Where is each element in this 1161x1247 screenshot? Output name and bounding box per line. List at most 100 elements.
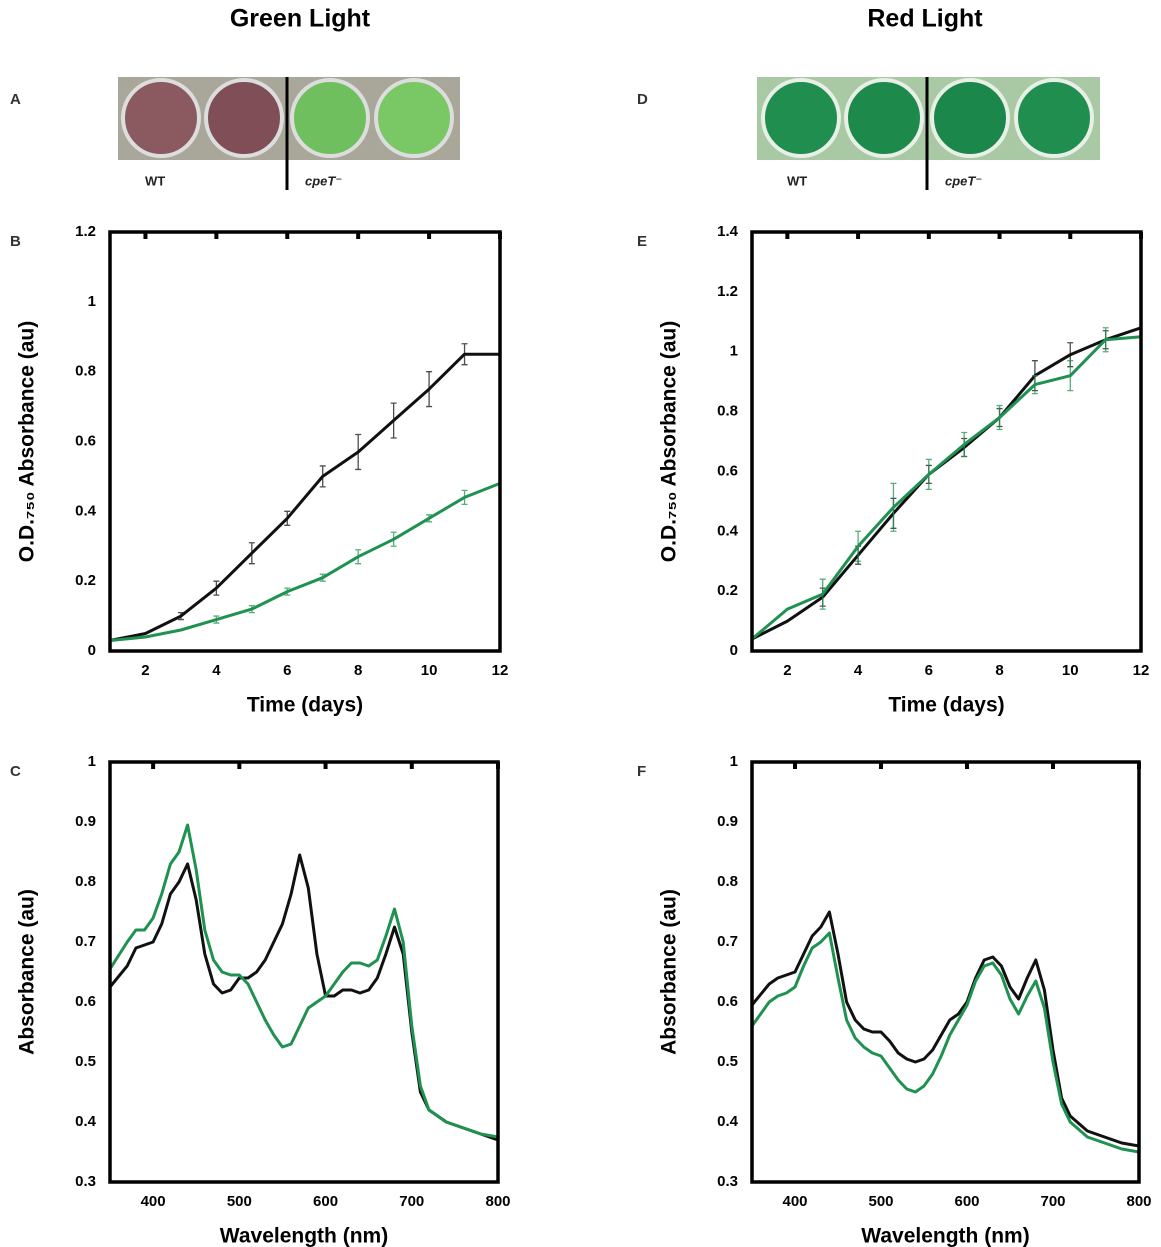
y-axis-label: Absorbance (au) — [658, 889, 681, 1055]
y-tick-label: 1 — [730, 343, 738, 360]
y-tick-label: 0.7 — [717, 933, 738, 950]
y-tick-label: 1.2 — [717, 283, 738, 300]
y-tick-label: 0.9 — [75, 813, 96, 830]
x-tick-label: 400 — [141, 1193, 166, 1210]
column-title: Red Light — [867, 5, 983, 33]
series-line — [751, 335, 1142, 641]
x-tick-label: 8 — [995, 662, 1003, 679]
plot-frame — [750, 760, 1141, 1184]
plot-frame — [108, 760, 500, 1184]
photo-label: cpeT⁻ — [945, 173, 982, 188]
panel-letter: B — [10, 233, 21, 250]
chart: 0.3 0.4 0.5 0.6 0.7 0.8 0.9 1 400 500 600 700 800 Wav… — [658, 753, 1152, 1247]
chart: 0.3 0.4 0.5 0.6 0.7 0.8 0.9 1 400 500 600 700 800 Wav… — [16, 753, 511, 1247]
well — [1014, 78, 1094, 158]
y-axis-label: O.D.₇₅₀ Absorbance (au) — [16, 321, 39, 562]
x-tick-label: 500 — [868, 1193, 893, 1210]
panel-letter: F — [637, 763, 646, 780]
y-tick-label: 1.2 — [75, 223, 96, 240]
y-tick-label: 0.4 — [717, 522, 739, 539]
series-line — [750, 931, 1140, 1154]
x-tick-label: 6 — [283, 662, 291, 679]
y-tick-label: 0.6 — [717, 993, 738, 1010]
x-tick-label: 12 — [1133, 662, 1150, 679]
x-tick-label: 4 — [854, 662, 863, 679]
y-tick-label: 0.4 — [75, 1113, 97, 1130]
x-tick-label: 800 — [485, 1193, 510, 1210]
column-title: Green Light — [230, 5, 371, 33]
x-tick-label: 10 — [421, 662, 438, 679]
x-tick-label: 700 — [399, 1193, 424, 1210]
y-tick-label: 0.6 — [75, 432, 96, 449]
series-line — [108, 823, 499, 1139]
x-axis-label: Wavelength (nm) — [220, 1225, 388, 1247]
series-line — [750, 910, 1140, 1148]
y-tick-label: 0.6 — [717, 462, 738, 479]
y-tick-label: 0.2 — [717, 582, 738, 599]
x-tick-label: 600 — [313, 1193, 338, 1210]
photo: WT cpeT⁻ — [757, 77, 1100, 190]
panel-letter: D — [637, 91, 648, 108]
photo-label: cpeT⁻ — [305, 173, 342, 188]
x-tick-label: 2 — [783, 662, 791, 679]
y-tick-label: 0 — [88, 642, 96, 659]
y-tick-label: 1 — [88, 293, 96, 310]
x-tick-label: 800 — [1126, 1193, 1151, 1210]
y-axis-label: Absorbance (au) — [16, 889, 39, 1055]
y-tick-label: 0.8 — [717, 873, 738, 890]
photo-label: WT — [145, 173, 165, 188]
y-tick-label: 0.7 — [75, 933, 96, 950]
series-line — [109, 352, 500, 642]
series-line — [751, 326, 1142, 641]
x-tick-label: 500 — [227, 1193, 252, 1210]
plot-frame — [108, 230, 502, 653]
well — [761, 78, 841, 158]
x-tick-label: 4 — [212, 662, 221, 679]
well — [290, 78, 370, 158]
x-tick-label: 6 — [925, 662, 933, 679]
y-tick-label: 0.5 — [717, 1053, 738, 1070]
y-tick-label: 0.4 — [717, 1113, 739, 1130]
x-tick-label: 2 — [141, 662, 149, 679]
y-tick-label: 1 — [730, 753, 738, 770]
y-tick-label: 1.4 — [717, 223, 739, 240]
y-tick-label: 1 — [88, 753, 96, 770]
panel-letter: A — [10, 91, 21, 108]
y-tick-label: 0.5 — [75, 1053, 96, 1070]
x-tick-label: 12 — [492, 662, 509, 679]
plot-frame — [750, 230, 1143, 653]
x-tick-label: 10 — [1062, 662, 1079, 679]
panel-letter: C — [10, 763, 21, 780]
photo-label: WT — [787, 173, 807, 188]
well — [204, 78, 284, 158]
y-axis-label: O.D.₇₅₀ Absorbance (au) — [658, 321, 681, 562]
well — [844, 78, 924, 158]
x-axis-label: Time (days) — [247, 694, 363, 717]
y-tick-label: 0.3 — [717, 1173, 738, 1190]
well — [121, 78, 201, 158]
y-tick-label: 0.8 — [717, 403, 738, 420]
x-tick-label: 400 — [782, 1193, 807, 1210]
x-tick-label: 8 — [354, 662, 362, 679]
series-line — [109, 482, 501, 642]
x-tick-label: 700 — [1040, 1193, 1065, 1210]
well — [930, 78, 1010, 158]
y-tick-label: 0.4 — [75, 502, 97, 519]
y-tick-label: 0.8 — [75, 873, 96, 890]
y-tick-label: 0.6 — [75, 993, 96, 1010]
series-line — [108, 853, 499, 1142]
y-tick-label: 0.3 — [75, 1173, 96, 1190]
photo: WT cpeT⁻ — [118, 77, 460, 190]
well — [374, 78, 454, 158]
x-axis-label: Wavelength (nm) — [861, 1225, 1029, 1247]
y-tick-label: 0.2 — [75, 572, 96, 589]
chart: 0 0.2 0.4 0.6 0.8 1 1.2 2 4 6 8 10 12 Time (days) O.D.… — [16, 223, 509, 717]
y-tick-label: 0 — [730, 642, 738, 659]
x-tick-label: 600 — [954, 1193, 979, 1210]
chart: 0 0.2 0.4 0.6 0.8 1 1.2 1.4 2 4 6 8 10 12 Time (days) O… — [658, 223, 1150, 717]
y-tick-label: 0.9 — [717, 813, 738, 830]
y-tick-label: 0.8 — [75, 363, 96, 380]
panel-letter: E — [637, 233, 647, 250]
x-axis-label: Time (days) — [888, 694, 1004, 717]
